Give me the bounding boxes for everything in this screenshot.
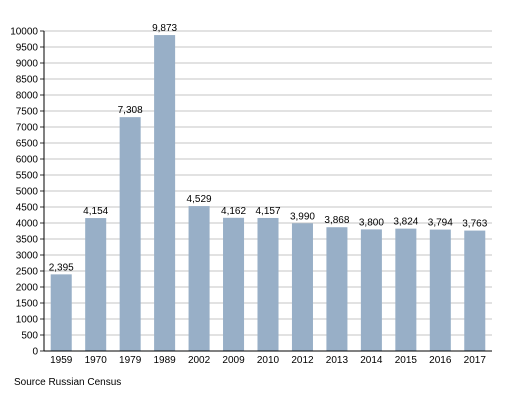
x-tick-label: 2013 bbox=[326, 355, 349, 366]
x-tick-label: 2017 bbox=[464, 355, 487, 366]
bar-2016 bbox=[429, 229, 451, 351]
y-tick-label: 9000 bbox=[16, 59, 39, 70]
data-label-2010: 4,157 bbox=[255, 206, 280, 217]
bar-2012 bbox=[291, 223, 313, 351]
x-tick-label: 2014 bbox=[360, 355, 383, 366]
y-tick-label: 5000 bbox=[16, 187, 39, 198]
y-tick-label: 6000 bbox=[16, 155, 39, 166]
bar-2015 bbox=[395, 228, 417, 351]
y-tick-label: 3000 bbox=[16, 251, 39, 262]
data-label-1970: 4,154 bbox=[83, 206, 108, 217]
x-tick-label: 2009 bbox=[222, 355, 245, 366]
y-tick-label: 8000 bbox=[16, 91, 39, 102]
y-tick-label: 4500 bbox=[16, 203, 39, 214]
bar-1989 bbox=[154, 35, 176, 352]
data-labels: 2,395 4,154 7,308 9,873 4,529 4,162 4,157 3,990… bbox=[49, 23, 488, 273]
y-tick-label: 1500 bbox=[16, 299, 39, 310]
gridlines bbox=[44, 30, 492, 336]
data-label-1959: 2,395 bbox=[49, 262, 74, 273]
x-tick-label: 1989 bbox=[153, 355, 176, 366]
y-tick-label: 1000 bbox=[16, 315, 39, 326]
bar-1970 bbox=[85, 218, 107, 351]
bar-2013 bbox=[326, 227, 348, 351]
x-tick-label: 2002 bbox=[188, 355, 211, 366]
bar-2009 bbox=[223, 217, 245, 351]
x-tick-label: 1970 bbox=[85, 355, 108, 366]
y-tick-label: 5500 bbox=[16, 171, 39, 182]
data-label-2009: 4,162 bbox=[221, 206, 246, 217]
x-tick-label: 2015 bbox=[395, 355, 418, 366]
data-label-2015: 3,824 bbox=[393, 217, 418, 228]
y-tick-label: 6500 bbox=[16, 139, 39, 150]
y-tick-label: 7500 bbox=[16, 107, 39, 118]
y-tick-label: 8500 bbox=[16, 75, 39, 86]
y-tick-label: 9500 bbox=[16, 43, 39, 54]
bar-1979 bbox=[119, 117, 141, 351]
y-tick-label: 500 bbox=[21, 331, 38, 342]
y-tick-label: 7000 bbox=[16, 123, 39, 134]
bars bbox=[50, 35, 486, 352]
data-label-2013: 3,868 bbox=[324, 215, 349, 226]
x-tick-label: 1979 bbox=[119, 355, 142, 366]
data-label-1989: 9,873 bbox=[152, 23, 177, 34]
bar-2017 bbox=[464, 230, 486, 351]
data-label-2002: 4,529 bbox=[187, 194, 212, 205]
y-tick-label: 0 bbox=[32, 347, 38, 358]
x-tick-label: 2012 bbox=[291, 355, 314, 366]
bar-1959 bbox=[50, 274, 72, 351]
data-label-1979: 7,308 bbox=[118, 105, 143, 116]
x-tick-label: 1959 bbox=[50, 355, 73, 366]
source-note: Source Russian Census bbox=[14, 377, 122, 388]
y-tick-label: 4000 bbox=[16, 219, 39, 230]
data-label-2017: 3,763 bbox=[462, 219, 487, 230]
x-tick-label: 2010 bbox=[257, 355, 280, 366]
y-tick-label: 2500 bbox=[16, 267, 39, 278]
y-tick-label: 2000 bbox=[16, 283, 39, 294]
y-tick-label: 3500 bbox=[16, 235, 39, 246]
y-tick-label: 10000 bbox=[10, 27, 38, 38]
bar-2014 bbox=[360, 229, 382, 351]
x-tick-label: 2016 bbox=[429, 355, 452, 366]
data-label-2012: 3,990 bbox=[290, 211, 315, 222]
data-label-2014: 3,800 bbox=[359, 217, 384, 228]
bar-2010 bbox=[257, 217, 279, 351]
bar-2002 bbox=[188, 206, 210, 351]
axes: 0 500 1000 1500 2000 2500 3000 3500 4000 4500 5000… bbox=[10, 27, 492, 366]
population-bar-chart: 2,395 4,154 7,308 9,873 4,529 4,162 4,157 3,990… bbox=[10, 23, 492, 366]
data-label-2016: 3,794 bbox=[428, 218, 453, 229]
